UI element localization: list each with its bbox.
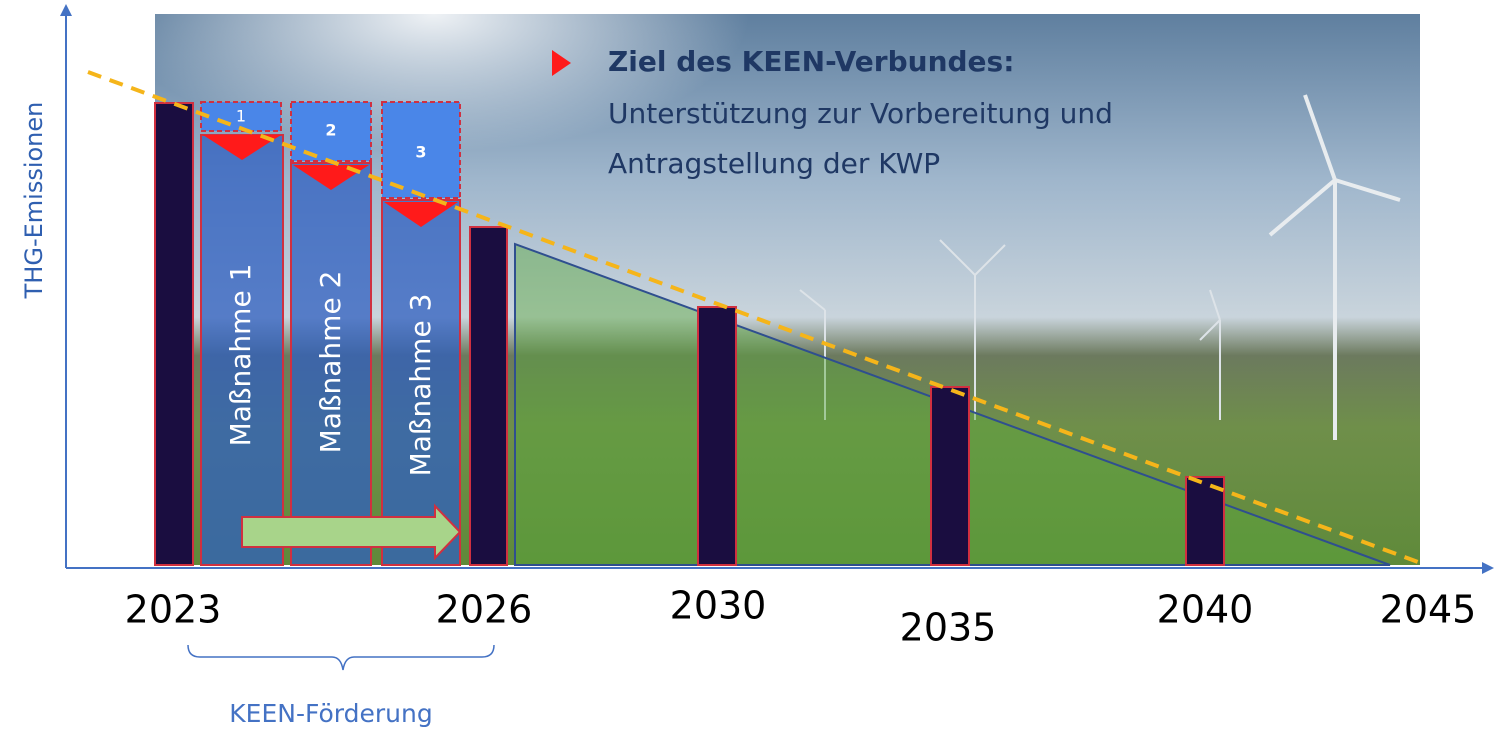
y-axis-label: THG-Emissionen <box>20 102 48 300</box>
measure-label: Maßnahme 1 <box>224 264 257 447</box>
goal-text: Unterstützung zur Vorbereitung und <box>608 97 1113 130</box>
diagram: THG-Emissionen 1 2 3 Maßnahme 1 Maßnahme… <box>0 0 1496 729</box>
goal-title: Ziel des KEEN-Verbundes: <box>608 45 1014 78</box>
emission-bar <box>470 227 507 565</box>
measure-number: 3 <box>415 143 426 162</box>
year-label: 2040 <box>1157 588 1254 632</box>
emission-bar <box>155 103 193 565</box>
x-axis-arrow <box>1482 562 1494 574</box>
goal-text: Antragstellung der KWP <box>608 147 940 180</box>
funding-bracket <box>188 645 494 670</box>
year-label: 2035 <box>900 606 997 650</box>
measure-number: 2 <box>325 121 336 140</box>
measures: 1 2 3 Maßnahme 1 Maßnahme 2 Maßnahme 3 <box>201 102 460 565</box>
measure-number: 1 <box>236 107 246 126</box>
year-label: 2026 <box>436 588 533 632</box>
emission-bar <box>698 307 736 565</box>
year-labels: 2023 2026 2030 2035 2040 2045 <box>125 584 1477 650</box>
emission-bar <box>931 387 969 565</box>
measure-label: Maßnahme 2 <box>314 271 347 454</box>
year-label: 2030 <box>670 584 767 628</box>
measure-label: Maßnahme 3 <box>404 294 437 477</box>
year-label: 2045 <box>1380 588 1477 632</box>
y-axis-arrow <box>60 4 72 16</box>
funding-label: KEEN-Förderung <box>229 699 432 728</box>
year-label: 2023 <box>125 588 222 632</box>
